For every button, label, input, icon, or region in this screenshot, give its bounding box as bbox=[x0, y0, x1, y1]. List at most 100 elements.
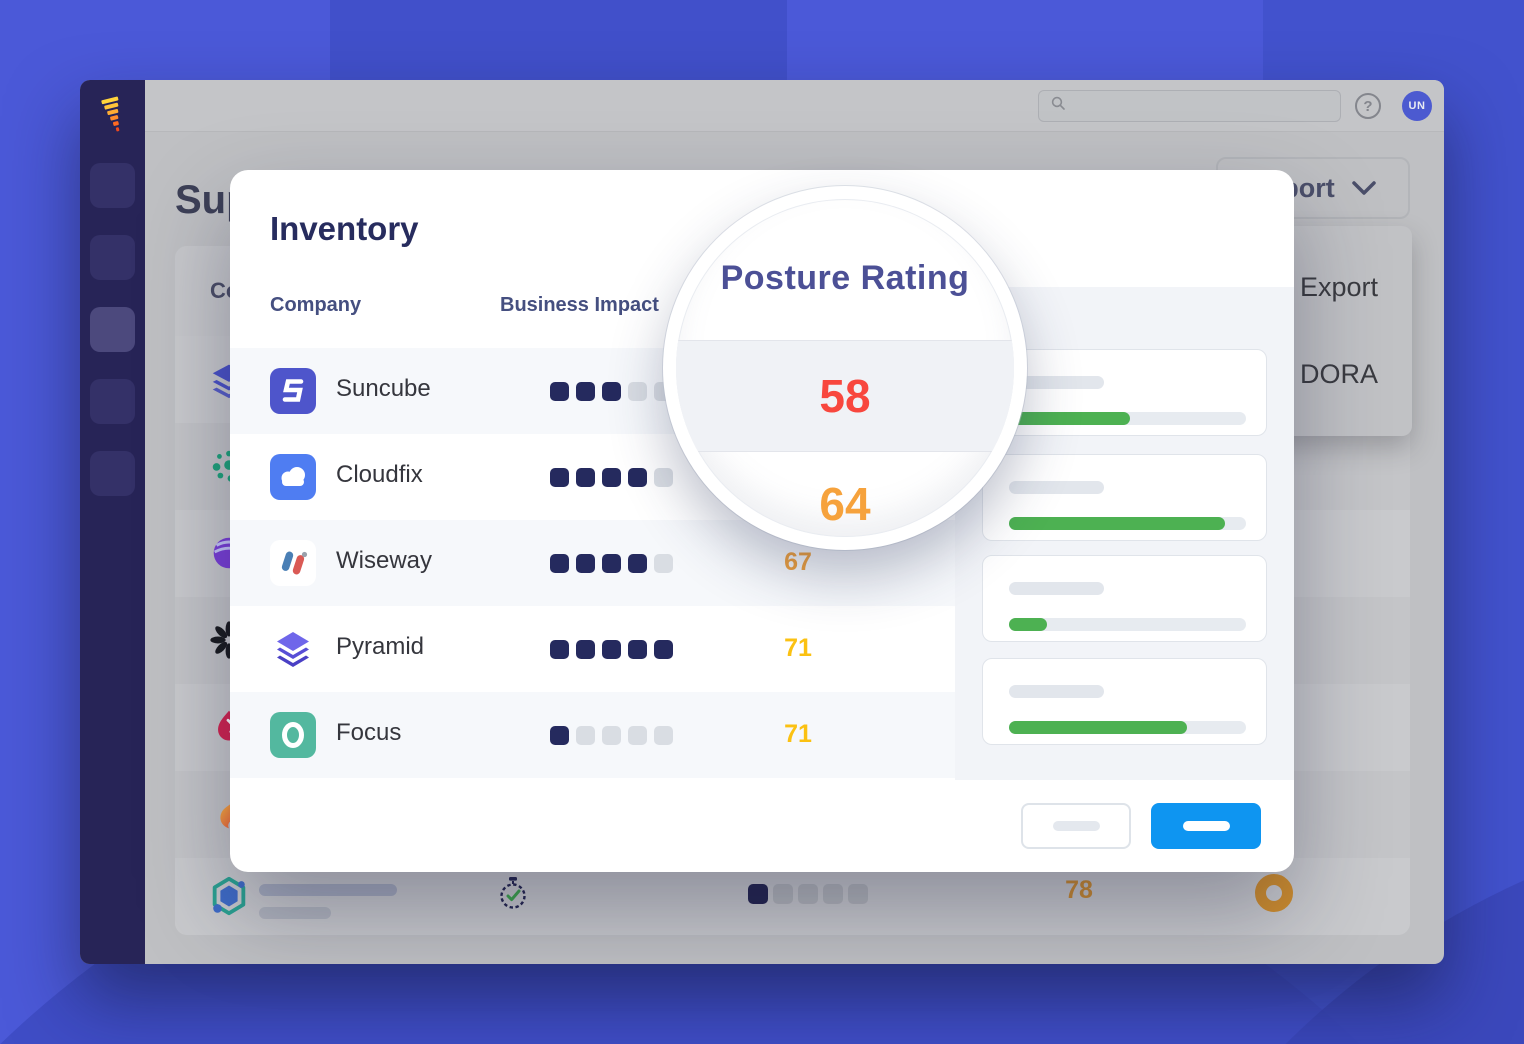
impact-square-empty bbox=[654, 554, 673, 573]
impact-square-filled bbox=[602, 468, 621, 487]
label-placeholder-bar bbox=[1009, 376, 1104, 389]
impact-square-filled bbox=[628, 554, 647, 573]
sidebar-item-3[interactable] bbox=[90, 307, 135, 352]
search-icon bbox=[1051, 96, 1066, 116]
progress-track bbox=[1009, 412, 1246, 425]
magnifier-lens: Posture Rating 58 64 bbox=[663, 186, 1027, 550]
impact-square-filled bbox=[550, 468, 569, 487]
sidebar-item-4[interactable] bbox=[90, 379, 135, 424]
posture-rating-value: 71 bbox=[784, 720, 812, 748]
avatar[interactable]: UN bbox=[1402, 91, 1432, 121]
stopwatch-check-icon bbox=[497, 876, 529, 915]
impact-square-empty bbox=[628, 726, 647, 745]
magnified-row-band: 58 bbox=[676, 340, 1014, 452]
search-box[interactable] bbox=[1038, 90, 1341, 122]
business-impact-squares bbox=[550, 726, 673, 745]
impact-square-filled bbox=[576, 382, 595, 401]
impact-square-empty bbox=[576, 726, 595, 745]
impact-square-filled bbox=[550, 726, 569, 745]
sidebar-item-2[interactable] bbox=[90, 235, 135, 280]
sidebar-item-1[interactable] bbox=[90, 163, 135, 208]
sidebar bbox=[80, 80, 145, 964]
progress-fill bbox=[1009, 517, 1225, 530]
export-menu-item-export[interactable]: Export bbox=[1300, 272, 1379, 302]
posture-rating-value: 78 bbox=[1065, 876, 1093, 904]
inventory-row-focus[interactable]: Focus 71 bbox=[230, 692, 955, 778]
inventory-rows: Suncube58Cloudfix64Wiseway67Pyramid71Foc… bbox=[230, 348, 955, 778]
impact-square-filled bbox=[550, 382, 569, 401]
impact-square-empty bbox=[654, 468, 673, 487]
company-name: Focus bbox=[336, 719, 402, 746]
button-label-placeholder bbox=[1182, 821, 1230, 831]
detail-side-panel bbox=[955, 287, 1294, 780]
ring-icon bbox=[1255, 874, 1293, 912]
impact-square-filled bbox=[628, 640, 647, 659]
wiseway-icon bbox=[270, 540, 316, 586]
detail-card[interactable] bbox=[982, 349, 1267, 436]
impact-square-filled bbox=[576, 554, 595, 573]
company-name: Suncube bbox=[336, 375, 431, 402]
company-name: Wiseway bbox=[336, 547, 433, 574]
app-logo-icon[interactable] bbox=[99, 92, 127, 143]
progress-fill bbox=[1009, 721, 1187, 734]
chevron-down-icon bbox=[1352, 181, 1376, 195]
confirm-button[interactable] bbox=[1151, 803, 1261, 849]
column-header-business-impact: Business Impact bbox=[500, 294, 659, 316]
impact-square-filled bbox=[628, 468, 647, 487]
impact-square-filled bbox=[602, 554, 621, 573]
progress-fill bbox=[1009, 412, 1130, 425]
company-name: Pyramid bbox=[336, 633, 425, 660]
detail-card[interactable] bbox=[982, 555, 1267, 642]
business-impact-squares bbox=[550, 382, 673, 401]
company-name: Cloudfix bbox=[336, 461, 423, 488]
business-impact-squares bbox=[550, 468, 673, 487]
search-input[interactable] bbox=[1074, 98, 1314, 114]
magnified-posture-rating-label: Posture Rating bbox=[720, 259, 970, 297]
focus-icon bbox=[270, 712, 316, 758]
button-label-placeholder bbox=[1052, 821, 1100, 831]
impact-square-filled bbox=[550, 554, 569, 573]
impact-square-empty bbox=[823, 884, 843, 904]
magnified-rating-value: 64 bbox=[819, 478, 871, 530]
sidebar-item-5[interactable] bbox=[90, 451, 135, 496]
cloudfix-icon bbox=[270, 454, 316, 500]
posture-rating-value: 67 bbox=[784, 548, 812, 576]
label-placeholder-bar bbox=[1009, 685, 1104, 698]
impact-square-filled bbox=[602, 382, 621, 401]
label-placeholder-bar bbox=[1009, 582, 1104, 595]
impact-square-empty bbox=[602, 726, 621, 745]
impact-square-empty bbox=[654, 726, 673, 745]
progress-track bbox=[1009, 517, 1246, 530]
impact-square-filled bbox=[602, 640, 621, 659]
impact-square-empty bbox=[798, 884, 818, 904]
posture-rating-value: 71 bbox=[784, 634, 812, 662]
business-impact-squares bbox=[550, 554, 673, 573]
pyramid-icon bbox=[270, 626, 316, 672]
impact-square-empty bbox=[773, 884, 793, 904]
text-placeholder-bar bbox=[259, 907, 331, 919]
hexagon-icon bbox=[207, 874, 251, 918]
column-header-company: Company bbox=[270, 294, 362, 316]
cancel-button[interactable] bbox=[1021, 803, 1131, 849]
impact-square-filled bbox=[576, 640, 595, 659]
progress-track bbox=[1009, 721, 1246, 734]
magnified-rating-value: 58 bbox=[819, 370, 871, 422]
label-placeholder-bar bbox=[1009, 481, 1104, 494]
text-placeholder-bar bbox=[259, 884, 397, 896]
detail-card[interactable] bbox=[982, 658, 1267, 745]
modal-title: Inventory bbox=[270, 210, 419, 247]
business-impact-squares bbox=[550, 640, 673, 659]
magnifier-content: Posture Rating 58 64 bbox=[676, 199, 1014, 537]
detail-card[interactable] bbox=[982, 454, 1267, 541]
help-icon[interactable]: ? bbox=[1355, 93, 1381, 119]
inventory-row-pyramid[interactable]: Pyramid 71 bbox=[230, 606, 955, 692]
impact-square-filled bbox=[654, 640, 673, 659]
impact-square-filled bbox=[576, 468, 595, 487]
impact-square-empty bbox=[848, 884, 868, 904]
business-impact-squares bbox=[748, 884, 868, 904]
export-menu-item-dora[interactable]: DORA bbox=[1300, 359, 1379, 389]
impact-square-empty bbox=[628, 382, 647, 401]
progress-fill bbox=[1009, 618, 1047, 631]
progress-track bbox=[1009, 618, 1246, 631]
